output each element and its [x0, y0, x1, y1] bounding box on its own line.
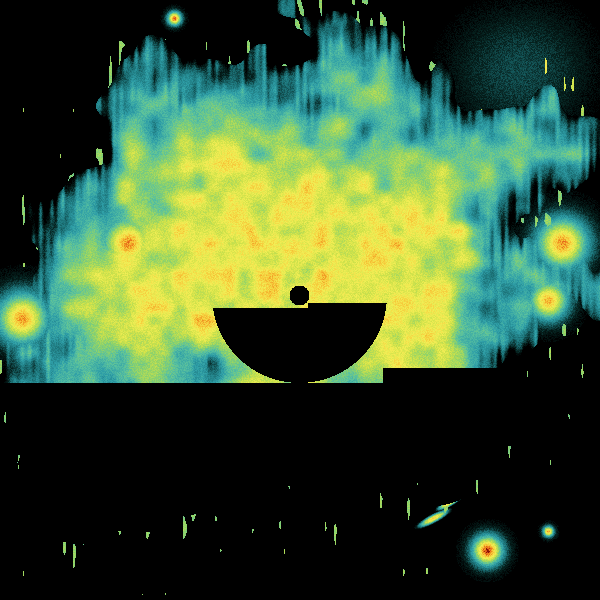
false-colour-intensity-map — [0, 0, 600, 600]
image-canvas — [0, 0, 600, 600]
